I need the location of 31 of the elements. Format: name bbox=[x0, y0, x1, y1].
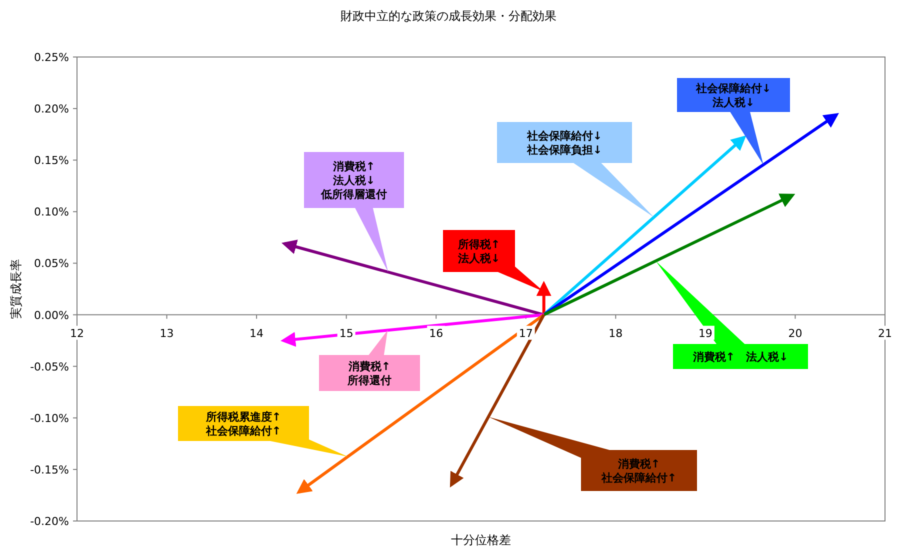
annotation: 社会保障給付↓ 社会保障負担↓ bbox=[526, 130, 602, 156]
x-axis-title: 十分位格差 bbox=[451, 533, 511, 547]
y-tick-label: -0.05% bbox=[30, 360, 69, 374]
x-tick-label: 18 bbox=[608, 326, 623, 340]
annotation: 消費税↑ 法人税↓ 低所得層還付 bbox=[320, 160, 387, 201]
y-tick-label: 0.15% bbox=[34, 154, 69, 168]
x-tick-label: 12 bbox=[70, 326, 84, 340]
y-tick-label: 0.05% bbox=[34, 257, 69, 270]
y-tick-label: 0.00% bbox=[34, 308, 69, 322]
y-tick-label: -0.10% bbox=[30, 412, 69, 425]
x-tick-label: 15 bbox=[339, 326, 354, 340]
y-tick-label: 0.10% bbox=[34, 206, 69, 219]
annotation: 消費税↑ 所得還付 bbox=[346, 360, 392, 387]
x-tick-label: 17 bbox=[518, 326, 533, 340]
y-tick-label: -0.15% bbox=[30, 463, 69, 476]
y-tick-label: -0.20% bbox=[30, 515, 69, 528]
x-tick-label: 19 bbox=[698, 326, 712, 340]
y-tick-label: 0.25% bbox=[34, 51, 69, 64]
x-tick-label: 14 bbox=[250, 326, 264, 340]
x-tick-label: 16 bbox=[429, 326, 444, 340]
annotation: 所得税↑ 法人税↓ bbox=[456, 238, 500, 265]
annotation: 所得税累進度↑ 社会保障給付↑ bbox=[204, 410, 282, 438]
chart-title: 財政中立的な政策の成長効果・分配効果 bbox=[340, 9, 556, 23]
annotation: 消費税↑ 法人税↓ bbox=[692, 350, 788, 364]
y-tick-label: 0.20% bbox=[34, 102, 69, 116]
x-tick-label: 20 bbox=[788, 326, 802, 340]
annotation: 消費税↑ 社会保障給付↑ bbox=[600, 458, 677, 484]
y-axis-title: 実質成長率 bbox=[9, 259, 23, 319]
annotation: 社会保障給付↓ 法人税↓ bbox=[694, 82, 772, 109]
x-tick-label: 13 bbox=[160, 326, 174, 340]
x-tick-label: 21 bbox=[878, 326, 892, 340]
